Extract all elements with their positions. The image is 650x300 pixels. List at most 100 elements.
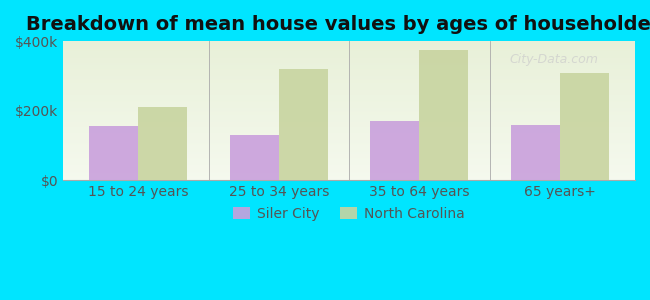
Bar <box>63 173 635 175</box>
Bar <box>63 102 635 104</box>
Bar <box>63 93 635 94</box>
Bar <box>63 164 635 165</box>
Bar <box>63 50 635 51</box>
Bar <box>63 76 635 77</box>
Bar <box>63 62 635 63</box>
Bar <box>63 157 635 158</box>
Bar <box>63 154 635 155</box>
Bar <box>63 68 635 69</box>
Bar <box>63 51 635 52</box>
Bar <box>63 126 635 127</box>
Bar <box>63 142 635 144</box>
Text: City-Data.com: City-Data.com <box>509 53 598 66</box>
Bar <box>63 151 635 152</box>
Bar <box>63 97 635 98</box>
Bar <box>63 94 635 95</box>
Bar <box>63 148 635 150</box>
Bar <box>63 166 635 168</box>
Bar <box>138 107 187 180</box>
Bar <box>63 47 635 48</box>
Bar <box>63 108 635 109</box>
Bar <box>63 69 635 70</box>
Bar <box>63 88 635 90</box>
Bar <box>63 112 635 113</box>
Bar <box>63 111 635 112</box>
Bar <box>63 81 635 83</box>
Bar <box>63 95 635 97</box>
Bar <box>63 61 635 62</box>
Bar <box>63 87 635 88</box>
Bar <box>63 59 635 61</box>
Bar <box>63 90 635 91</box>
Bar <box>63 172 635 173</box>
Bar <box>63 105 635 106</box>
Bar <box>63 84 635 86</box>
Legend: Siler City, North Carolina: Siler City, North Carolina <box>228 201 470 226</box>
Bar <box>63 104 635 105</box>
Bar <box>63 73 635 74</box>
Bar <box>63 146 635 147</box>
Bar <box>63 98 635 100</box>
Bar <box>63 144 635 146</box>
Bar <box>63 55 635 56</box>
Bar <box>63 179 635 180</box>
Bar <box>63 161 635 162</box>
Bar <box>63 147 635 148</box>
Bar <box>63 177 635 179</box>
Bar <box>63 127 635 129</box>
Bar <box>63 138 635 140</box>
Bar <box>63 170 635 172</box>
Bar <box>63 70 635 72</box>
Bar <box>63 113 635 115</box>
Bar <box>63 124 635 126</box>
Bar <box>63 129 635 130</box>
Bar <box>63 83 635 84</box>
Bar <box>63 106 635 108</box>
Bar <box>63 122 635 123</box>
Bar <box>63 176 635 177</box>
Bar <box>229 135 279 180</box>
Bar <box>63 43 635 44</box>
Bar <box>63 58 635 59</box>
Bar <box>63 101 635 102</box>
Bar <box>370 121 419 180</box>
Bar <box>63 74 635 76</box>
Bar <box>63 63 635 65</box>
Bar <box>419 50 469 180</box>
Bar <box>63 45 635 47</box>
Bar <box>63 118 635 119</box>
Bar <box>63 54 635 55</box>
Bar <box>63 56 635 58</box>
Bar <box>63 136 635 137</box>
Bar <box>63 85 635 87</box>
Bar <box>63 109 635 111</box>
Bar <box>63 159 635 161</box>
Bar <box>63 150 635 151</box>
Bar <box>63 152 635 154</box>
Bar <box>63 137 635 138</box>
Title: Breakdown of mean house values by ages of householders: Breakdown of mean house values by ages o… <box>26 15 650 34</box>
Bar <box>63 155 635 157</box>
Bar <box>63 66 635 68</box>
Bar <box>63 116 635 118</box>
Bar <box>63 52 635 54</box>
Bar <box>89 126 138 180</box>
Bar <box>63 123 635 124</box>
Bar <box>63 169 635 170</box>
Bar <box>63 91 635 93</box>
Bar <box>63 77 635 79</box>
Bar <box>63 72 635 73</box>
Bar <box>63 79 635 80</box>
Bar <box>63 168 635 169</box>
Bar <box>63 120 635 122</box>
Bar <box>63 119 635 120</box>
Bar <box>63 175 635 176</box>
Bar <box>63 130 635 131</box>
Bar <box>63 44 635 45</box>
Bar <box>63 165 635 166</box>
Bar <box>279 69 328 180</box>
Bar <box>63 134 635 136</box>
Bar <box>63 162 635 164</box>
Bar <box>63 158 635 159</box>
Bar <box>63 48 635 50</box>
